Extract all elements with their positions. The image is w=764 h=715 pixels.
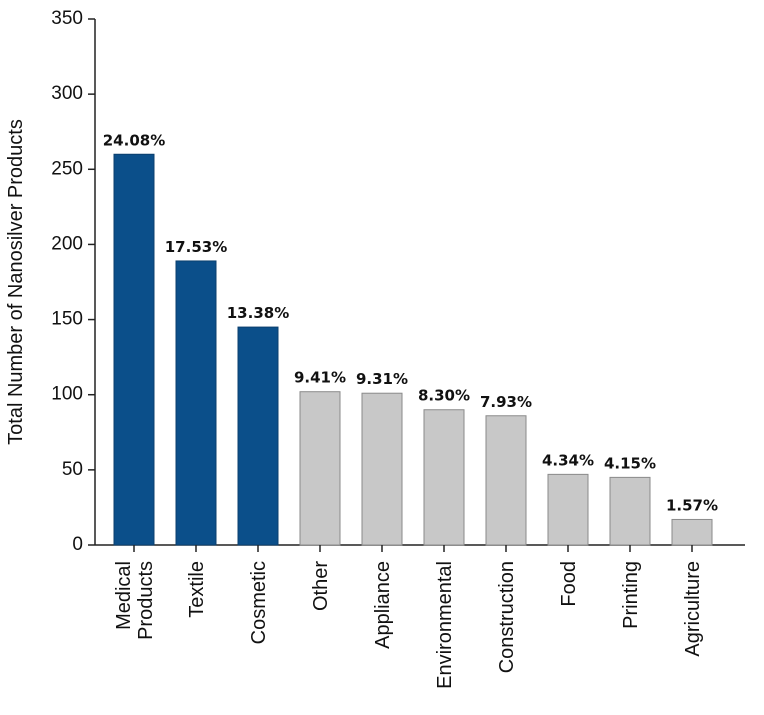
bar-annotation: 9.31% (356, 370, 408, 388)
bar-annotation: 24.08% (103, 131, 165, 149)
bar-annotation: 4.15% (604, 454, 656, 472)
bar-annotation: 7.93% (480, 393, 532, 411)
bar (175, 260, 217, 546)
y-tick-label: 200 (51, 233, 83, 254)
x-tick-label: Environmental (434, 561, 456, 689)
bar (299, 391, 341, 546)
bar (485, 415, 527, 546)
bar (113, 153, 155, 546)
x-tick-label: Textile (186, 561, 208, 618)
y-tick-label: 150 (51, 309, 83, 330)
bar-annotation: 8.30% (418, 387, 470, 405)
bar (361, 392, 403, 546)
bar-annotation: 4.34% (542, 451, 594, 469)
x-tick-label: Other (310, 561, 332, 611)
bar-annotation: 17.53% (165, 238, 227, 256)
y-tick-label: 100 (51, 384, 83, 405)
x-tick-label: Appliance (372, 561, 394, 649)
x-tick-label: Medical Products (113, 561, 157, 645)
x-tick-label: Construction (496, 561, 518, 673)
x-tick-label: Printing (620, 561, 642, 629)
bar (423, 409, 465, 546)
x-tick-label: Agriculture (682, 561, 704, 657)
x-tick-label: Food (558, 561, 580, 607)
bar-annotation: 1.57% (666, 496, 718, 514)
bar-annotation: 9.41% (294, 369, 346, 387)
y-tick-label: 50 (62, 459, 83, 480)
bar (671, 518, 713, 546)
bar (237, 326, 279, 546)
y-tick-label: 0 (72, 534, 83, 555)
bar (547, 473, 589, 546)
y-tick-label: 300 (51, 83, 83, 104)
y-tick-label: 250 (51, 158, 83, 179)
bar-annotation: 13.38% (227, 304, 289, 322)
y-tick-label: 350 (51, 8, 83, 29)
bar (609, 476, 651, 546)
y-axis-label: Total Number of Nanosilver Products (5, 119, 27, 445)
x-tick-label: Cosmetic (248, 561, 270, 644)
